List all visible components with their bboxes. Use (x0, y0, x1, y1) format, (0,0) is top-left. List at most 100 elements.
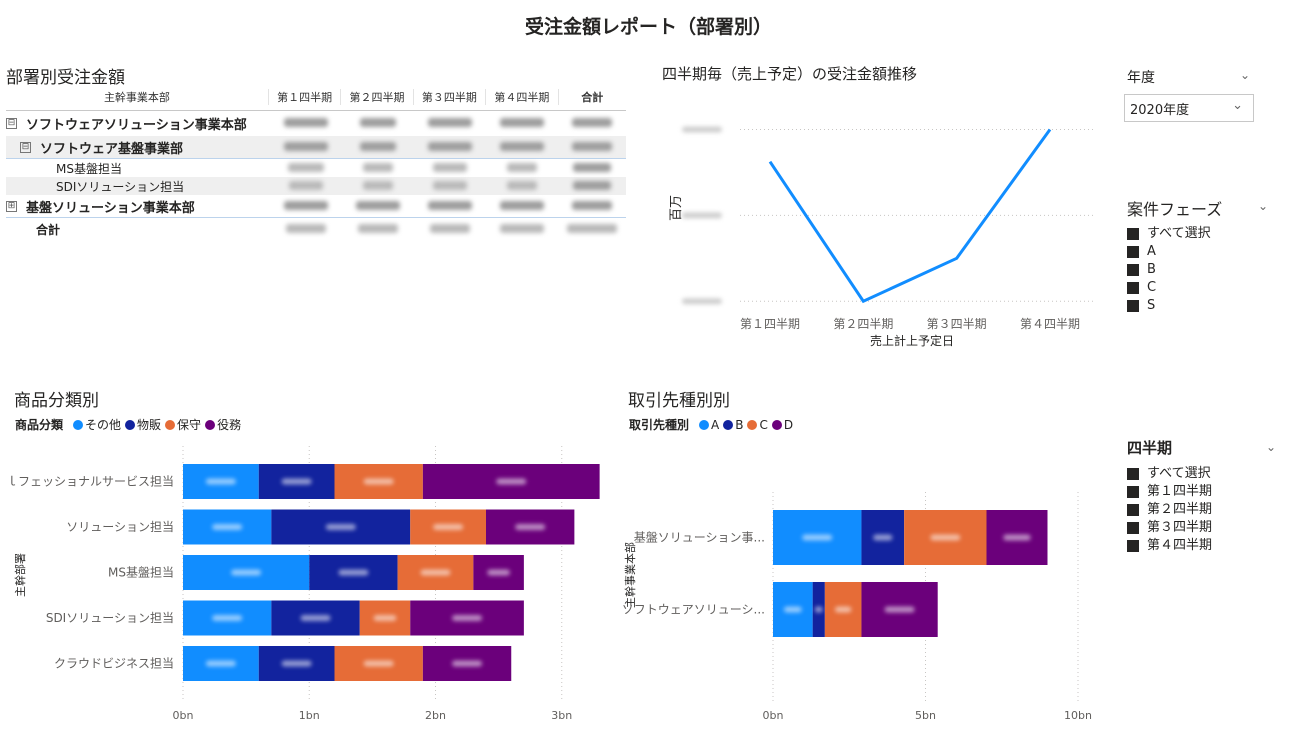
matrix-row-header-label[interactable]: 主幹事業本部 (103, 91, 170, 104)
blurred-data-label (487, 569, 510, 576)
blurred-data-label (452, 660, 483, 667)
blurred-data-label (363, 660, 394, 667)
category-label: 基盤ソリューション事... (634, 531, 765, 545)
collapse-toggle-icon[interactable]: ⊟ (20, 141, 31, 153)
blurred-value (360, 141, 396, 151)
category-label: MS基盤担当 (108, 566, 174, 580)
blurred-data-label (281, 478, 312, 485)
blurred-data-label (212, 524, 243, 530)
slicer-item[interactable]: すべて選択 (1127, 465, 1212, 483)
legend-item[interactable]: A (711, 417, 720, 432)
legend-item[interactable]: 役務 (217, 418, 242, 432)
x-tick-label: 第４四半期 (1020, 317, 1080, 331)
legend-item[interactable]: C (759, 417, 768, 432)
blurred-value (433, 163, 467, 172)
x-tick-label: 5bn (915, 709, 936, 722)
expand-toggle-icon[interactable]: ⊞ (6, 200, 17, 212)
legend-item[interactable]: B (735, 417, 744, 432)
year-slicer-title: 年度 (1127, 70, 1155, 86)
blurred-value (284, 141, 328, 151)
matrix-header-row: 主幹事業本部 第１四半期 第２四半期 第３四半期 第４四半期 合計 (6, 84, 626, 111)
year-dropdown[interactable]: 2020年度 ⌄ (1124, 94, 1254, 122)
x-tick-label: 10bn (1064, 709, 1092, 722)
legend-item[interactable]: D (783, 417, 794, 432)
blurred-data-label (802, 534, 833, 541)
customer-chart-legend: 取引先種別 A B C D (629, 416, 793, 433)
line-chart-x-labels: 第１四半期 第２四半期 第３四半期 第４四半期 (740, 317, 1080, 331)
blurred-value (507, 181, 537, 190)
checkbox-icon[interactable] (1127, 540, 1139, 552)
report-title: 受注金額レポート（部署別） (524, 16, 772, 38)
slicer-item[interactable]: S (1127, 297, 1211, 315)
x-tick-label: 第１四半期 (740, 317, 800, 331)
blurred-data-label (300, 615, 331, 621)
matrix-col-q4[interactable]: 第４四半期 (485, 89, 557, 105)
chevron-down-icon[interactable]: ⌄ (1258, 199, 1269, 213)
legend-item[interactable]: その他 (85, 418, 122, 432)
matrix-row-label: ソフトウェア基盤事業部 (40, 141, 184, 157)
matrix-col-q1[interactable]: 第１四半期 (267, 89, 340, 105)
checkbox-icon[interactable] (1127, 300, 1139, 312)
slicer-item-label: C (1147, 280, 1157, 295)
x-tick-label: 0bn (763, 709, 784, 722)
checkbox-icon[interactable] (1127, 264, 1139, 276)
blurred-value (572, 200, 612, 210)
blurred-value (286, 224, 326, 233)
legend-dot-icon (723, 419, 734, 430)
checkbox-icon[interactable] (1127, 246, 1139, 258)
slicer-item[interactable]: すべて選択 (1127, 225, 1211, 243)
blurred-data-label (515, 524, 546, 530)
legend-item[interactable]: 保守 (177, 418, 202, 432)
checkbox-icon[interactable] (1127, 522, 1139, 534)
slicer-item[interactable]: 第１四半期 (1127, 483, 1212, 501)
chevron-down-icon[interactable]: ⌄ (1240, 68, 1251, 82)
legend-item[interactable]: 物販 (137, 418, 162, 432)
checkbox-icon[interactable] (1127, 504, 1139, 516)
year-dropdown-value: 2020年度 (1130, 102, 1190, 118)
legend-dot-icon (125, 419, 136, 430)
blurred-data-label (783, 606, 802, 613)
legend-dot-icon (771, 419, 782, 430)
blurred-value (573, 163, 611, 172)
matrix-title: 部署別受注金額 (6, 68, 125, 88)
line-chart-y-ticks (682, 126, 722, 305)
blurred-data-label (873, 534, 893, 541)
slicer-item[interactable]: 第３四半期 (1127, 519, 1212, 537)
chevron-down-icon: ⌄ (1232, 98, 1243, 113)
blurred-value (572, 141, 612, 151)
matrix-table: 主幹事業本部 第１四半期 第２四半期 第３四半期 第４四半期 合計 ⊟ ソフトウェ… (6, 84, 626, 240)
matrix-row: ⊟ ソフトウェアソリューション事業本部 (6, 111, 626, 136)
slicer-item[interactable]: B (1127, 261, 1211, 279)
matrix-col-total[interactable]: 合計 (557, 89, 626, 105)
chevron-down-icon[interactable]: ⌄ (1266, 440, 1277, 454)
x-tick-label: 第２四半期 (833, 317, 893, 331)
blurred-value (433, 181, 467, 190)
phase-slicer-title: 案件フェーズ (1127, 200, 1223, 219)
slicer-item[interactable]: 第２四半期 (1127, 501, 1212, 519)
checkbox-icon[interactable] (1127, 228, 1139, 240)
matrix-col-q2[interactable]: 第２四半期 (340, 89, 412, 105)
matrix-col-q3[interactable]: 第３四半期 (412, 89, 485, 105)
slicer-item-label: 第２四半期 (1147, 502, 1213, 517)
blurred-value (356, 200, 400, 210)
checkbox-icon[interactable] (1127, 486, 1139, 498)
x-tick-label: 1bn (299, 709, 320, 722)
checkbox-icon[interactable] (1127, 282, 1139, 294)
slicer-item-label: すべて選択 (1147, 466, 1211, 481)
blurred-data-label (884, 606, 915, 613)
slicer-item-label: 第１四半期 (1147, 484, 1213, 499)
slicer-item[interactable]: C (1127, 279, 1211, 297)
collapse-toggle-icon[interactable]: ⊟ (6, 118, 17, 129)
line-chart[interactable]: 第１四半期 第２四半期 第３四半期 第４四半期 売上計上予定日 百万 (650, 90, 1100, 360)
blurred-value (567, 224, 617, 233)
product-chart-legend: 商品分類 その他 物販 保守 役務 (15, 416, 241, 433)
checkbox-icon[interactable] (1127, 468, 1139, 480)
blurred-tick-label (682, 126, 722, 133)
slicer-item[interactable]: A (1127, 243, 1211, 261)
slicer-item[interactable]: 第４四半期 (1127, 537, 1212, 555)
matrix-row: MS基盤担当 (6, 159, 626, 177)
blurred-value (500, 118, 544, 127)
blurred-value (500, 200, 544, 210)
